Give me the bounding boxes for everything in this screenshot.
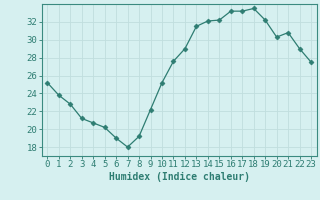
- X-axis label: Humidex (Indice chaleur): Humidex (Indice chaleur): [109, 172, 250, 182]
